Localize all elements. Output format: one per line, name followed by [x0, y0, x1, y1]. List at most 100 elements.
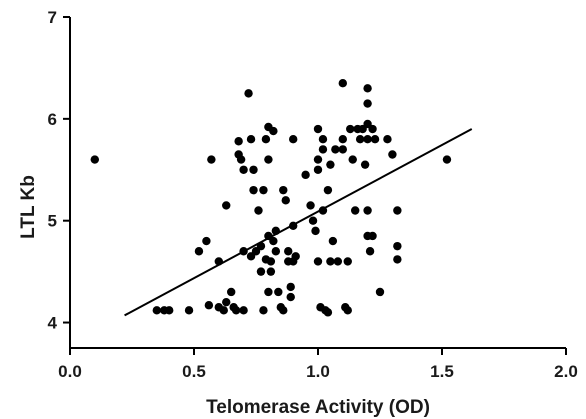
y-tick-label: 4: [48, 314, 58, 333]
data-point: [165, 306, 174, 315]
data-point: [204, 301, 214, 310]
data-point: [348, 155, 357, 164]
y-axis-ticks: 4 5 6 7: [48, 8, 70, 333]
data-point: [363, 206, 372, 215]
data-point: [326, 160, 335, 169]
data-point: [281, 196, 290, 205]
y-tick-label: 5: [48, 212, 57, 231]
data-point: [383, 135, 392, 144]
data-point: [326, 257, 335, 266]
data-point: [239, 306, 248, 315]
data-point: [318, 145, 328, 154]
data-point: [333, 257, 343, 266]
data-point: [313, 155, 323, 164]
data-point: [202, 236, 211, 246]
data-point: [355, 135, 365, 144]
data-point: [264, 155, 273, 164]
data-point: [375, 287, 385, 297]
regression-line: [124, 128, 473, 317]
data-point: [259, 185, 268, 195]
data-point: [266, 267, 276, 276]
x-tick-label: 0.0: [58, 362, 82, 381]
data-point: [284, 247, 293, 256]
data-point: [368, 124, 377, 134]
data-point: [323, 185, 333, 195]
data-point: [231, 306, 241, 315]
x-tick-label: 2.0: [554, 362, 578, 381]
data-point: [363, 99, 372, 108]
y-tick-label: 6: [48, 110, 57, 129]
data-point: [269, 126, 278, 136]
data-point: [331, 145, 340, 154]
data-point: [313, 165, 323, 174]
data-point: [301, 170, 310, 180]
data-point: [313, 124, 323, 134]
data-point: [338, 135, 347, 144]
data-point: [363, 84, 372, 93]
data-point: [259, 306, 268, 315]
data-point: [346, 124, 355, 134]
data-point: [328, 236, 338, 246]
data-point: [311, 226, 320, 236]
data-point: [318, 135, 328, 144]
data-point: [269, 236, 278, 246]
data-point: [289, 135, 298, 144]
data-point: [239, 165, 248, 174]
data-point: [286, 282, 295, 292]
data-point: [219, 306, 228, 315]
x-axis-title: Telomerase Activity (OD): [206, 397, 430, 418]
data-point: [184, 306, 194, 315]
data-point: [393, 255, 402, 264]
data-point: [264, 287, 273, 297]
data-point: [308, 216, 318, 225]
axes: [69, 17, 566, 349]
data-point: [393, 241, 402, 251]
data-point: [351, 206, 360, 215]
data-point: [236, 155, 246, 164]
data-point: [338, 79, 347, 88]
data-point: [286, 292, 295, 302]
plot-marks: [90, 79, 452, 317]
y-axis-title: LTL Kb: [18, 175, 39, 239]
data-point: [246, 135, 256, 144]
data-point: [343, 257, 352, 266]
data-point: [368, 231, 377, 241]
x-axis-ticks: 0.0 0.5 1.0 1.5 2.0: [58, 348, 578, 381]
data-point: [279, 185, 288, 195]
data-point: [152, 306, 161, 315]
data-point: [442, 155, 452, 164]
data-point: [338, 145, 347, 154]
data-point: [244, 89, 253, 98]
data-point: [313, 257, 323, 266]
data-point: [291, 252, 300, 261]
data-point: [234, 137, 243, 146]
data-point: [271, 247, 281, 256]
data-point: [256, 267, 266, 276]
data-point: [207, 155, 216, 164]
data-point: [363, 135, 372, 144]
data-point: [279, 306, 288, 315]
data-point: [306, 201, 315, 210]
data-point: [227, 287, 236, 297]
data-point: [388, 150, 397, 159]
x-tick-label: 1.5: [430, 362, 454, 381]
data-point: [249, 165, 258, 174]
data-point: [360, 160, 370, 169]
data-point: [323, 308, 333, 317]
data-point: [365, 247, 375, 256]
data-point: [222, 297, 231, 307]
y-tick-label: 7: [48, 8, 57, 27]
data-point: [266, 257, 276, 266]
data-point: [261, 135, 271, 144]
data-point: [343, 306, 352, 315]
data-point: [90, 155, 100, 164]
data-point: [254, 206, 263, 215]
data-point: [274, 287, 283, 297]
data-point: [194, 247, 204, 256]
data-point: [370, 135, 380, 144]
data-point: [393, 206, 402, 215]
x-tick-label: 1.0: [306, 362, 330, 381]
data-point: [249, 185, 258, 195]
x-tick-label: 0.5: [182, 362, 206, 381]
